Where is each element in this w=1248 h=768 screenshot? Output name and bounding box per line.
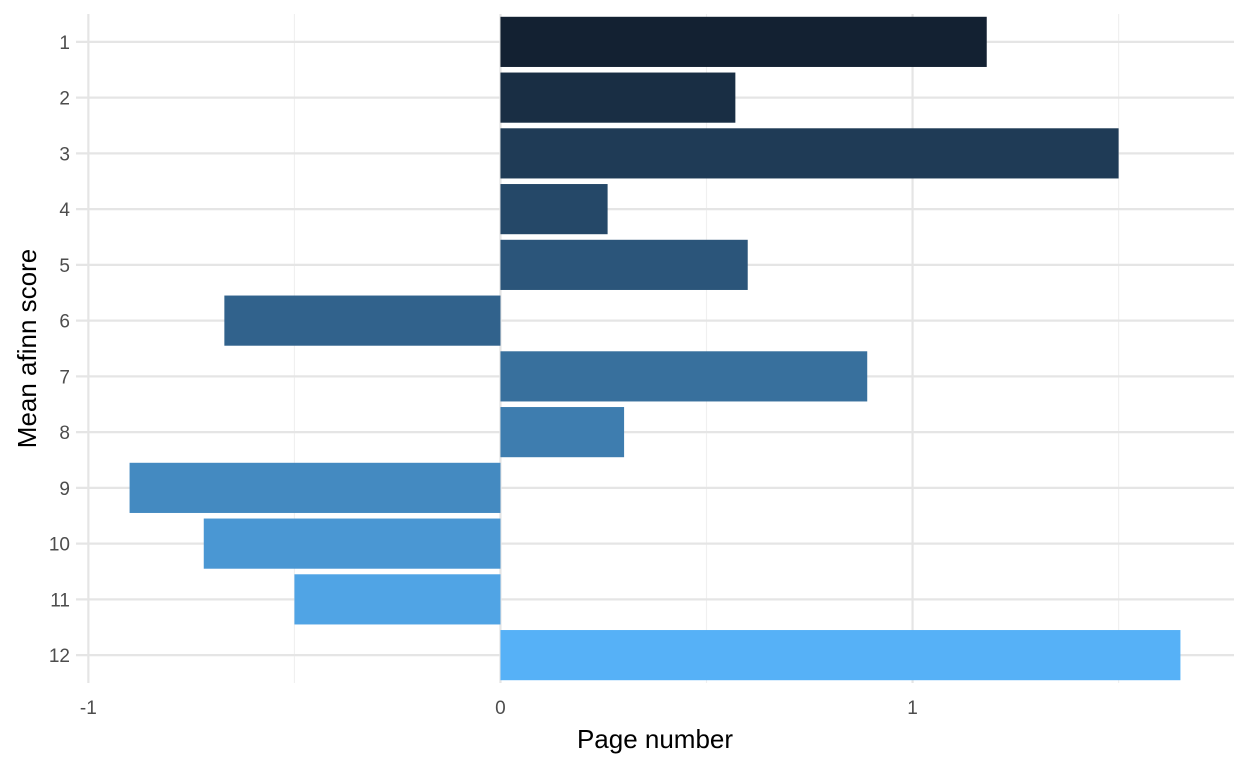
bar-12	[500, 630, 1181, 681]
y-tick-label: 10	[49, 535, 70, 556]
bar-1	[500, 16, 987, 67]
bar-6	[224, 295, 501, 346]
x-tick-label: 1	[907, 698, 918, 719]
y-axis-title: Mean afinn score	[12, 249, 42, 448]
x-axis-title: Page number	[577, 724, 733, 754]
y-tick-label: 6	[59, 312, 70, 333]
y-tick-label: 7	[59, 367, 70, 388]
bar-5	[500, 239, 748, 290]
x-tick-label: -1	[80, 698, 97, 719]
bar-10	[203, 518, 501, 569]
bar-11	[294, 574, 501, 625]
bar-9	[129, 462, 501, 513]
x-axis-ticks: -1 0 1	[80, 698, 918, 719]
y-tick-label: 9	[59, 479, 70, 500]
bar-8	[500, 407, 625, 458]
y-tick-label: 11	[50, 590, 70, 611]
y-tick-label: 4	[59, 200, 70, 221]
bar-2	[500, 72, 736, 123]
x-tick-label: 0	[495, 698, 506, 719]
bar-7	[500, 351, 868, 402]
y-tick-label: 2	[59, 89, 70, 110]
y-tick-label: 3	[59, 144, 70, 165]
y-tick-label: 1	[59, 33, 70, 54]
bar-3	[500, 128, 1119, 179]
y-tick-label: 12	[49, 646, 70, 667]
y-tick-label: 5	[59, 256, 70, 277]
bars	[129, 16, 1181, 681]
y-tick-label: 8	[59, 423, 70, 444]
bar-4	[500, 184, 608, 235]
